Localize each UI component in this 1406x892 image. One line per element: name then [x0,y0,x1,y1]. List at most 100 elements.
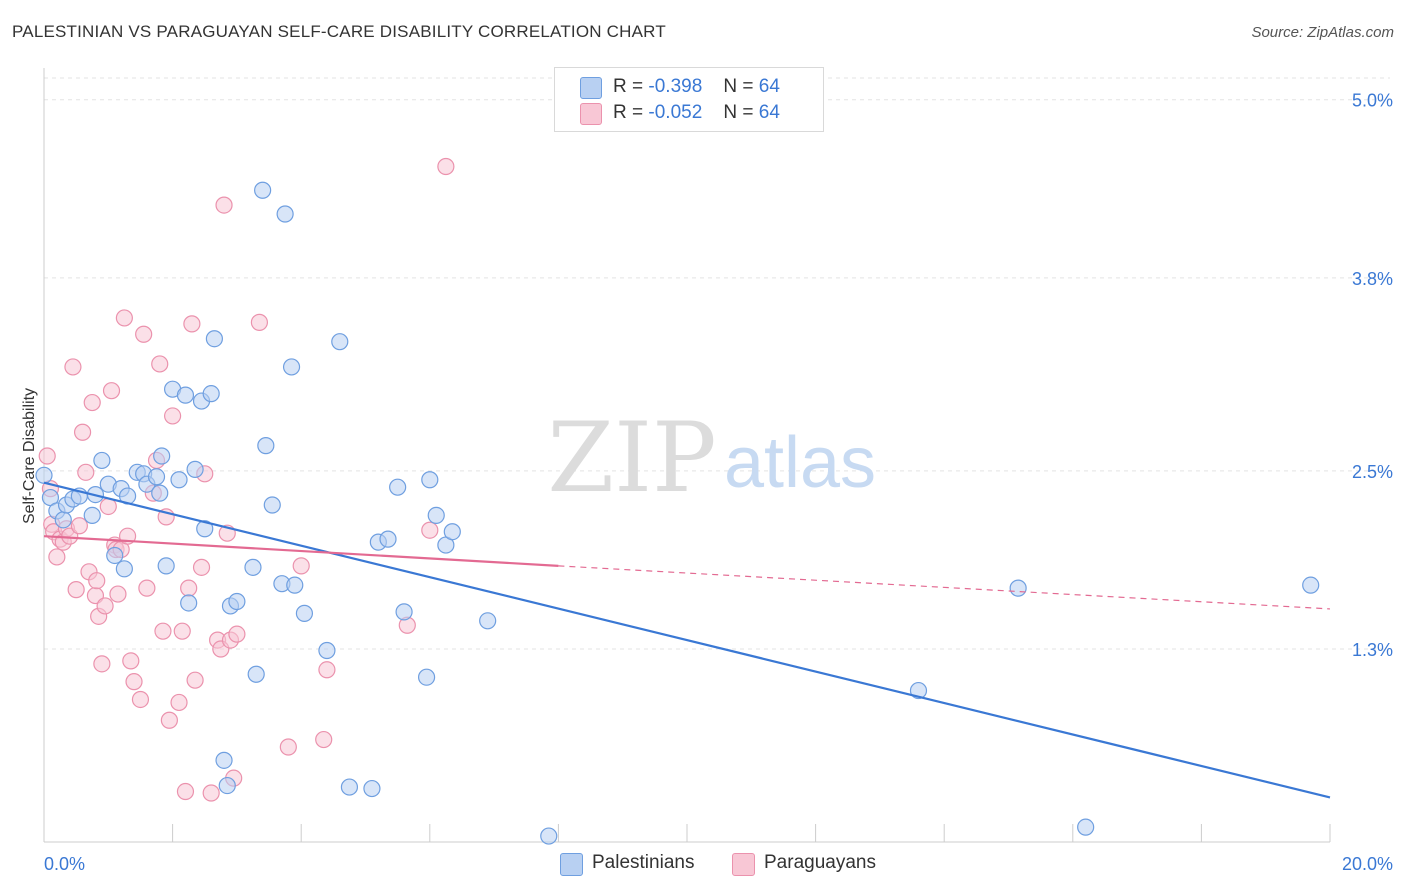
palestinian-point [106,546,124,565]
y-tick-label: 5.0% [1352,91,1393,111]
palestinian-point [263,496,281,514]
palestinian-point [186,460,204,478]
paraguayan-point [215,196,233,214]
paraguayan-point [250,313,269,331]
paraguayan-point [77,463,95,481]
palestinian-point [244,558,262,576]
palestinian-point [276,205,294,223]
paraguayan-point [318,661,336,679]
palestinian-point [1302,576,1320,594]
palestinian-point [340,778,359,796]
paraguayan-point [64,358,82,376]
palestinian-point [331,333,349,351]
series-swatch-pink [732,853,755,876]
paraguayan-point [151,355,169,373]
paraguayan-point [93,655,111,673]
palestinian-point [151,484,169,502]
paraguayan-point [180,579,198,597]
legend-r-value: -0.052 [648,102,703,123]
palestinian-point [153,447,171,465]
palestinian-point [35,466,53,484]
legend-swatch-pink [580,103,602,125]
palestinian-point [215,751,233,769]
paraguayan-point [67,581,85,599]
palestinian-point [54,511,72,529]
palestinian-point [257,437,275,455]
palestinian-point [228,592,246,611]
palestinian-point [1077,818,1095,836]
paraguayan-point [88,572,106,590]
legend-r-label: R = [613,102,644,123]
palestinian-point [363,779,381,798]
paraguayan-point [135,325,153,343]
paraguayan-point [183,315,201,333]
paraguayan-point [48,548,66,566]
legend-swatch-blue [580,77,602,99]
palestinian-point [389,478,407,496]
palestinian-point [247,665,265,683]
palestinian-point [180,594,198,612]
legend-n-label: N = [723,102,754,123]
palestinian-point [93,451,111,470]
paraguayan-point [421,521,439,539]
paraguayan-point [192,558,211,576]
palestinian-point [286,576,304,594]
y-tick-label: 1.3% [1352,640,1393,660]
trend-lines [43,481,1331,799]
paraguayan-point [102,382,121,400]
paraguayan-point [173,622,191,640]
y-tick-label: 2.5% [1352,462,1393,482]
paraguayan-point [109,585,127,603]
series-swatch-blue [560,853,583,876]
palestinian-point [443,523,461,541]
paraguayan-point [164,407,182,425]
palestinian-point [218,776,236,795]
chart-title: PALESTINIAN VS PARAGUAYAN SELF-CARE DISA… [12,22,666,41]
palestinian-point [421,471,439,489]
paraguayan-point [186,671,204,689]
paraguayan-point [138,579,156,597]
paraguayan-point [96,597,114,615]
paraguayan-point [437,157,455,176]
legend-n-value: 64 [758,102,780,123]
palestinian-point [196,520,214,538]
palestinian-point [282,358,301,376]
paraguayan-point [125,673,143,691]
palestinian-point [379,530,397,548]
palestinian-point [479,612,497,630]
series-name-paraguayans: Paraguayans [764,852,876,873]
tick-labels: 1.3% 2.5% 3.8% 5.0% 0.0% 20.0% [44,91,1393,874]
watermark-zip: ZIP [547,402,716,514]
axes [43,68,1331,843]
paraguayan-point [315,730,333,749]
legend-n-label: N = [723,76,754,97]
watermark: ZIP atlas [547,402,876,514]
palestinian-point [170,471,188,489]
paraguayan-point [228,625,246,643]
palestinian-point [318,641,336,660]
paraguayan-point [115,309,133,327]
palestinian-point [176,386,195,404]
watermark-atlas: atlas [724,423,876,503]
palestinian-point [83,506,101,524]
palestinian-point [202,385,220,403]
paraguayan-point [73,423,92,441]
palestinian-point [147,468,166,486]
source-label: Source: ZipAtlas.com [1251,24,1394,41]
x-tick-label-min: 0.0% [44,854,85,874]
palestinians-points [35,181,1320,845]
palestinian-point [395,603,413,621]
paraguayans-trendline [43,535,559,567]
paraguayan-point [170,693,188,712]
legend-n-value: 64 [758,76,780,97]
paraguayan-point [70,517,88,535]
palestinian-point [254,181,272,199]
series-name-palestinians: Palestinians [592,852,695,873]
y-axis-label: Self-Care Disability [21,388,38,524]
paraguayan-point [202,784,220,802]
palestinians-trendline [43,481,1331,799]
palestinian-point [417,668,436,686]
palestinian-point [295,604,314,622]
paraguayan-point [131,690,150,709]
palestinian-point [157,557,175,575]
